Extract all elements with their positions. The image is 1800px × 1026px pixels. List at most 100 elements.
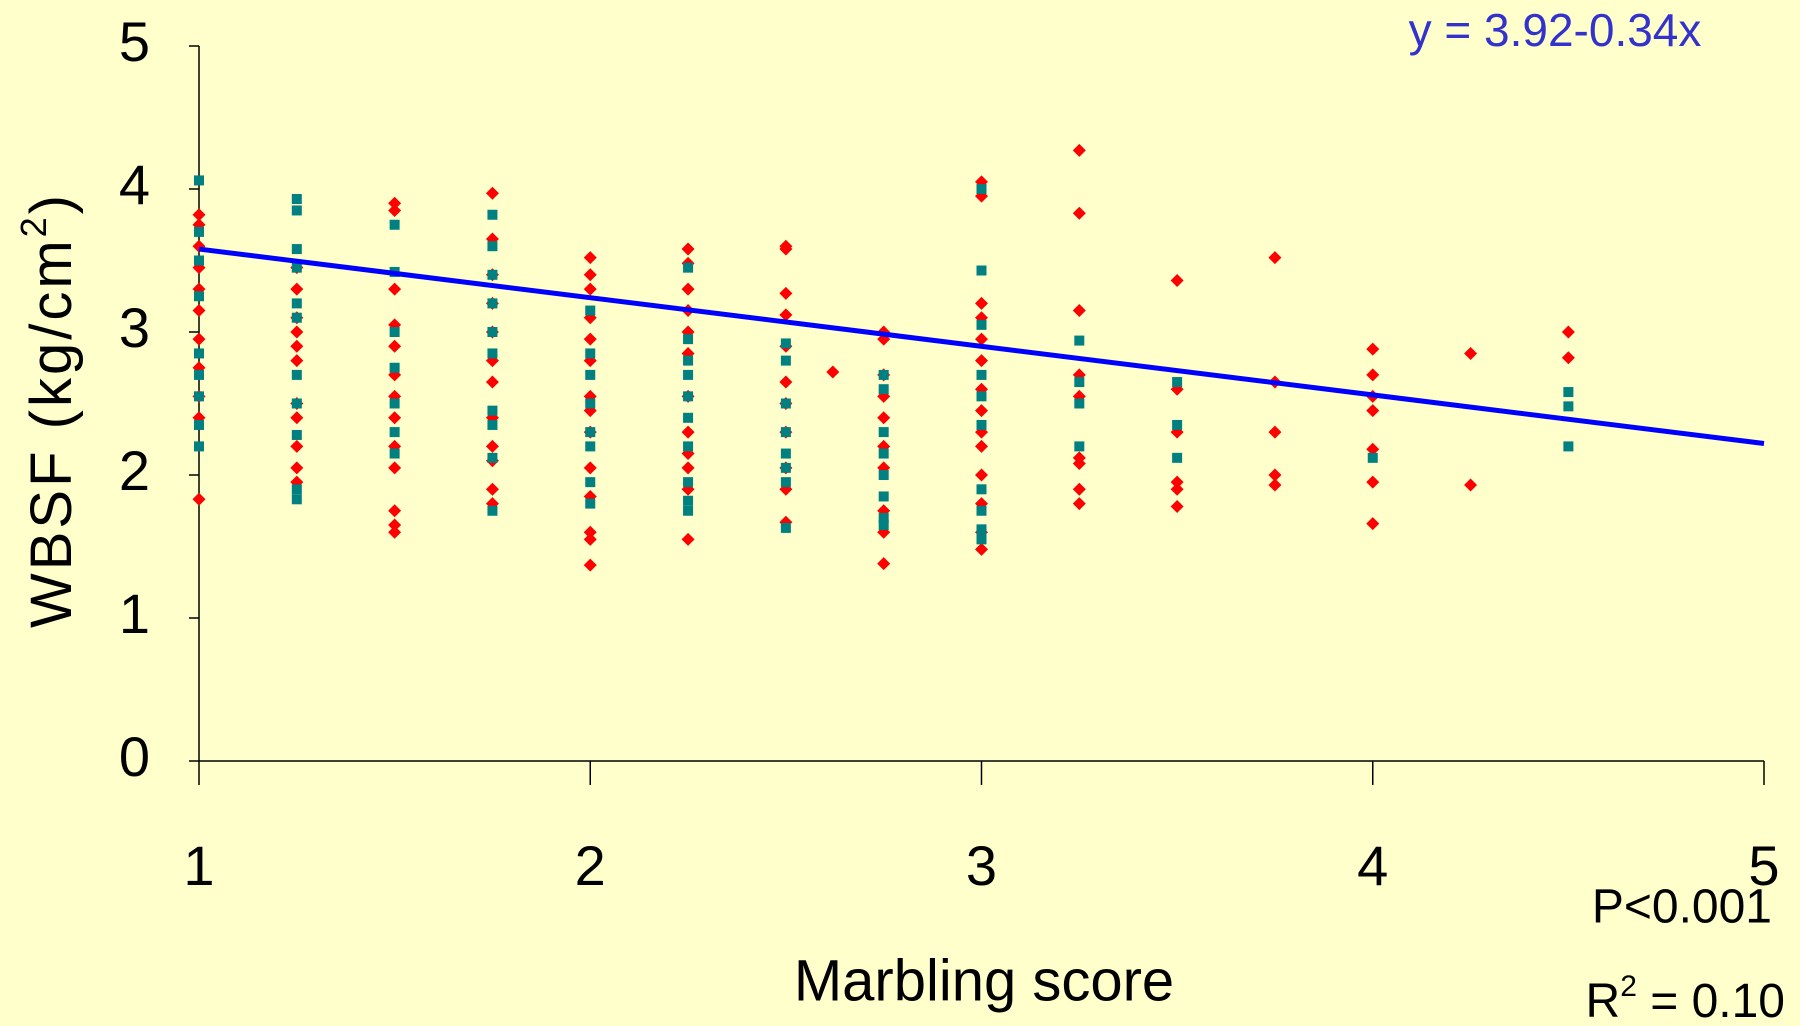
point-diamond (1464, 346, 1478, 360)
point-square (976, 524, 987, 535)
point-square (683, 441, 694, 452)
point-square (1563, 387, 1574, 398)
point-square (291, 398, 302, 409)
x-tick-label: 2 (575, 834, 606, 897)
point-square (487, 452, 498, 463)
point-diamond (485, 375, 499, 389)
point-square (194, 291, 204, 302)
point-square (683, 369, 694, 380)
point-square (194, 419, 204, 430)
point-diamond (975, 542, 988, 556)
point-square (1563, 401, 1574, 412)
point-square (780, 522, 791, 533)
point-square (878, 520, 889, 531)
point-square (291, 262, 302, 273)
point-diamond (779, 308, 793, 322)
point-diamond (583, 532, 597, 546)
point-diamond (1170, 482, 1184, 496)
y-label-close: ) (19, 192, 84, 214)
point-square (976, 319, 987, 330)
point-square (487, 209, 498, 220)
point-diamond (1366, 475, 1380, 489)
point-diamond (1072, 482, 1086, 496)
point-diamond (290, 354, 304, 368)
point-square (291, 312, 302, 323)
point-square (878, 369, 889, 380)
point-diamond (192, 304, 206, 318)
y-tick-label: 1 (119, 582, 150, 645)
point-square (487, 419, 498, 430)
point-diamond (388, 461, 402, 475)
y-tick-label: 0 (119, 725, 150, 788)
point-square (487, 505, 498, 516)
point-diamond (583, 332, 597, 346)
point-square (194, 391, 204, 402)
point-diamond (975, 354, 988, 368)
point-diamond (1366, 342, 1380, 356)
point-diamond (1170, 475, 1184, 489)
point-diamond (290, 411, 304, 425)
point-diamond (485, 482, 499, 496)
point-square (976, 184, 987, 194)
point-square (780, 477, 791, 488)
point-square (780, 398, 791, 409)
point-diamond (1464, 478, 1478, 492)
point-diamond (681, 242, 695, 256)
r-squared: R2 = 0.10 (1586, 970, 1785, 1026)
point-square (291, 194, 302, 205)
point-diamond (1366, 442, 1380, 456)
point-square (291, 484, 302, 495)
point-square (194, 369, 204, 380)
point-diamond (975, 404, 988, 418)
point-diamond (388, 411, 402, 425)
point-diamond (1170, 499, 1184, 513)
point-square (878, 470, 889, 480)
point-diamond (583, 461, 597, 475)
point-square (487, 298, 498, 309)
y-label-base: WBSF (kg/cm (19, 237, 84, 628)
point-diamond (975, 296, 988, 310)
r-squared-base: R (1586, 975, 1621, 1026)
point-square (487, 327, 498, 337)
y-label-sup: 2 (13, 214, 54, 237)
point-diamond (290, 325, 304, 339)
point-square (194, 175, 204, 186)
point-diamond (388, 339, 402, 353)
point-square (683, 495, 694, 506)
equation: y = 3.92-0.34x (1409, 4, 1702, 56)
point-diamond (779, 286, 793, 300)
point-square (487, 241, 498, 252)
y-tick-label: 2 (119, 439, 150, 502)
point-square (585, 477, 596, 488)
y-tick-label: 5 (119, 10, 150, 73)
y-tick-label: 3 (119, 296, 150, 359)
point-diamond (1561, 351, 1575, 365)
point-square (389, 219, 400, 230)
point-square (683, 334, 694, 345)
point-diamond (1366, 404, 1380, 418)
point-diamond (877, 411, 891, 425)
point-square (683, 262, 694, 273)
point-diamond (192, 208, 206, 222)
point-diamond (1072, 206, 1086, 220)
point-diamond (388, 518, 402, 532)
point-diamond (1268, 478, 1282, 492)
point-square (389, 398, 400, 409)
point-diamond (1268, 425, 1282, 439)
x-tick-label: 5 (1748, 834, 1779, 897)
point-square (780, 448, 791, 459)
point-diamond (583, 282, 597, 296)
trend-line (198, 246, 1765, 447)
point-square (194, 255, 204, 266)
point-square (878, 427, 889, 438)
point-square (780, 427, 791, 438)
point-square (976, 419, 987, 430)
point-square (389, 427, 400, 438)
point-diamond (192, 492, 206, 506)
point-square (1563, 441, 1574, 452)
point-square (487, 348, 498, 359)
point-square (683, 391, 694, 402)
point-square (1074, 335, 1085, 346)
point-diamond (485, 439, 499, 453)
point-square (389, 362, 400, 373)
